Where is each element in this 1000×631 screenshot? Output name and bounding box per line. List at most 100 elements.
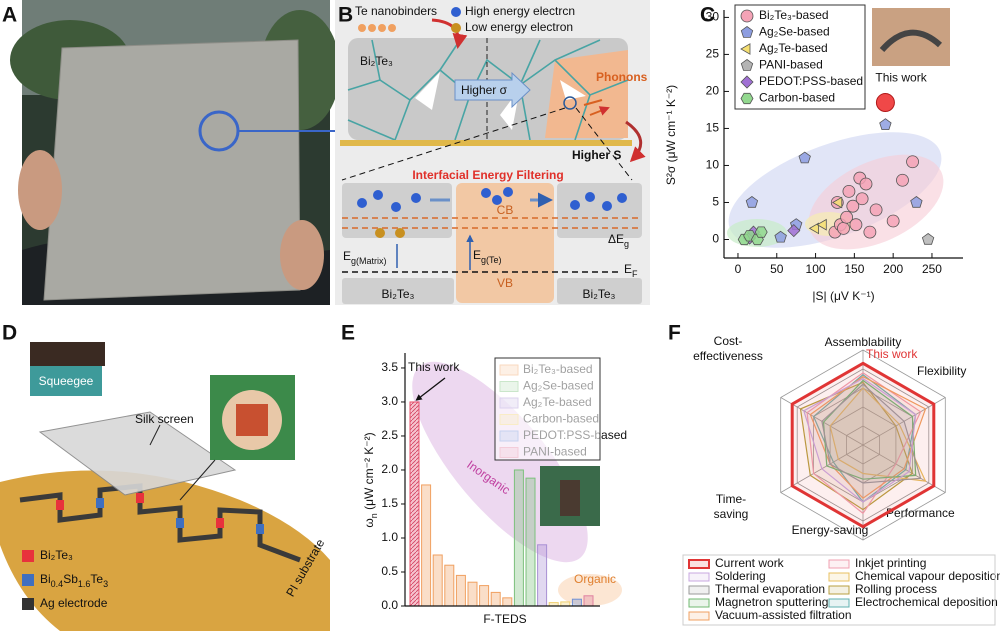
inset-photo <box>879 29 943 53</box>
band-box <box>557 278 642 304</box>
y-tick-label: 2.0 <box>381 462 398 476</box>
panel-e-regions <box>412 361 622 606</box>
x-tick-label: 50 <box>770 262 784 276</box>
legend-swatch <box>828 559 850 569</box>
data-point <box>754 226 768 238</box>
subscript: n <box>369 513 379 518</box>
label: Silk screen <box>135 412 194 426</box>
highlight-bar <box>409 401 420 607</box>
annotation: This work <box>875 71 927 85</box>
legend-label: Bi₂Te₃-based <box>759 8 829 22</box>
y-tick-label: 20 <box>706 84 720 98</box>
data-point <box>855 192 869 206</box>
label: Eg(Te) <box>473 248 502 265</box>
y-tick-label: 30 <box>706 10 720 24</box>
y-tick-label: 3.5 <box>381 360 398 374</box>
legend-swatch <box>688 559 710 569</box>
y-tick-label: 0 <box>712 232 719 246</box>
legend-label: Inkjet printing <box>855 556 926 570</box>
photo-sheet <box>43 39 301 301</box>
radar-series <box>829 387 927 482</box>
leader-line <box>179 459 216 501</box>
text-part: ΔE <box>608 232 624 246</box>
legend-label: Ag electrode <box>40 596 108 610</box>
data-point <box>842 184 856 198</box>
label: Phonons <box>596 70 648 84</box>
y-tick-label: 10 <box>706 158 720 172</box>
data-point <box>787 224 801 238</box>
photo-hand <box>18 150 62 230</box>
axis-label: Flexibility <box>917 364 966 378</box>
data-point <box>837 221 850 235</box>
x-tick-label: 0 <box>735 262 742 276</box>
label: EF <box>624 262 638 279</box>
electron-dot <box>451 23 461 33</box>
arrow <box>625 120 646 163</box>
y-tick-label: 15 <box>706 121 720 135</box>
x-axis-label: |S| (μV K⁻¹) <box>812 289 874 303</box>
label: Eg(Matrix) <box>343 249 387 266</box>
legs <box>56 493 264 534</box>
annotation: This work <box>866 347 918 361</box>
squeegee-handle <box>30 342 105 366</box>
legend-label: Ag₂Se-based <box>759 25 830 39</box>
legend-label: Low energy electron <box>465 20 573 34</box>
text-part: ω <box>362 518 376 527</box>
data-point <box>808 222 819 235</box>
bar <box>560 601 571 607</box>
inset-photo <box>872 8 950 66</box>
subscript: F <box>632 269 638 279</box>
legend-label: Soldering <box>715 569 766 583</box>
bar <box>467 581 478 607</box>
data-point <box>859 177 873 191</box>
x-tick-label: 200 <box>883 262 903 276</box>
text-part: E <box>343 249 351 263</box>
data-point <box>798 151 811 164</box>
legend-marker <box>740 92 754 105</box>
legend-label: Chemical vapour deposition <box>855 569 1000 583</box>
legend-box <box>682 554 996 626</box>
band-box <box>342 278 454 304</box>
radar-series <box>803 377 917 503</box>
legend-marker <box>740 43 751 55</box>
y-axis-label: S²σ (μW cm⁻¹ K⁻²) <box>664 85 678 185</box>
legend-label: Bi₂Te₃ <box>40 548 73 562</box>
data-point <box>816 218 827 231</box>
legend-marker <box>740 26 754 38</box>
legend-swatch <box>828 598 850 608</box>
y-axis-label: ωn (μW cm⁻² K⁻²) <box>362 432 379 527</box>
radar-series <box>822 379 917 480</box>
legend-label: Bi0.4Sb1.6Te3 <box>40 572 108 589</box>
x-axis-label: F-TEDS <box>483 612 526 626</box>
legend-label: Magnetron sputtering <box>715 595 828 609</box>
legend-swatch <box>22 598 34 610</box>
y-tick-label: 1.0 <box>381 530 398 544</box>
text-part: (μW cm⁻² K⁻²) <box>362 432 376 513</box>
nanobinder <box>415 72 440 110</box>
x-tick-label: 150 <box>844 262 864 276</box>
label: Higher σ <box>461 83 508 97</box>
panel-d: Squeegee Silk screen PI substrate D <box>0 322 330 631</box>
panel-b: Te nanobinders High energy electrcn Low … <box>335 0 650 305</box>
data-point <box>849 218 863 232</box>
region <box>558 574 622 606</box>
legend-label: Current work <box>715 556 785 570</box>
band-box <box>557 183 642 238</box>
legend-label: PANI-based <box>759 58 823 72</box>
data-point <box>921 233 935 245</box>
electron-dot <box>451 7 461 17</box>
legend-swatch <box>22 574 34 586</box>
data-point <box>896 173 909 187</box>
subscript: g(Te) <box>481 255 502 265</box>
axis-label: Energy-saving <box>792 523 869 537</box>
legend-label: PEDOT:PSS-based <box>759 74 863 88</box>
x-tick-label: 100 <box>806 262 826 276</box>
electrons <box>375 228 405 238</box>
panel-label: F <box>668 322 681 345</box>
subscript: g <box>624 239 629 249</box>
subscript: 0.4 <box>51 579 64 589</box>
panel-label: B <box>338 4 353 27</box>
legend-swatch <box>688 585 710 595</box>
data-point <box>774 230 787 243</box>
